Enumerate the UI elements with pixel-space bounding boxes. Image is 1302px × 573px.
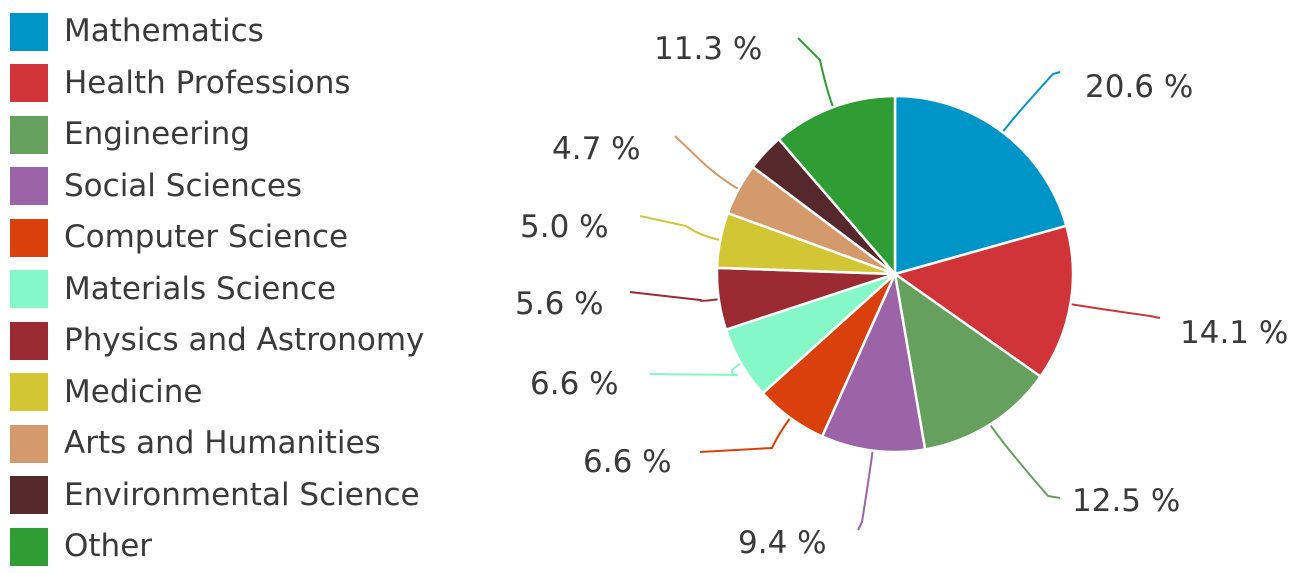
legend-label: Materials Science — [64, 270, 337, 307]
legend-swatch — [10, 476, 48, 515]
leader-line — [857, 448, 874, 531]
leader-line — [1068, 302, 1161, 319]
leader-line — [639, 215, 723, 242]
legend-swatch — [10, 115, 48, 154]
data-label: 11.3 % — [654, 31, 762, 67]
legend-item: Mathematics — [10, 6, 470, 58]
pie-slice — [893, 224, 1075, 378]
legend-swatch — [10, 321, 48, 360]
legend-item: Arts and Humanities — [10, 418, 470, 470]
legend-item: Other — [10, 521, 470, 573]
data-label: 20.6 % — [1085, 69, 1193, 105]
data-label: 5.6 % — [515, 286, 604, 322]
legend-item: Medicine — [10, 367, 470, 419]
leader-line — [988, 422, 1061, 499]
data-label: 9.4 % — [738, 525, 827, 561]
legend: Mathematics Health Professions Engineering… — [10, 6, 470, 573]
leader-line — [699, 415, 793, 453]
data-label: 12.5 % — [1072, 483, 1180, 519]
legend-item: Materials Science — [10, 264, 470, 316]
pie-slice — [820, 272, 927, 454]
leader-line — [674, 135, 741, 191]
legend-swatch — [10, 424, 48, 463]
legend-swatch — [10, 12, 48, 51]
legend-swatch — [10, 270, 48, 309]
pie-slice — [893, 272, 1042, 451]
legend-label: Engineering — [64, 116, 250, 153]
data-label: 6.6 % — [530, 366, 619, 402]
leader-line — [1000, 71, 1061, 135]
legend-item: Social Sciences — [10, 161, 470, 213]
legend-label: Environmental Science — [64, 476, 420, 513]
legend-label: Social Sciences — [64, 167, 303, 204]
pie-slice — [777, 94, 897, 276]
legend-item: Computer Science — [10, 212, 470, 264]
data-label: 6.6 % — [583, 444, 672, 480]
pie-slice — [893, 94, 1068, 276]
legend-label: Physics and Astronomy — [64, 322, 425, 359]
data-label: 4.7 % — [552, 131, 641, 167]
leader-line — [629, 291, 721, 302]
legend-swatch — [10, 373, 48, 412]
legend-swatch — [10, 167, 48, 206]
legend-item: Physics and Astronomy — [10, 315, 470, 367]
legend-label: Health Professions — [64, 64, 351, 101]
leader-line — [797, 37, 835, 110]
legend-label: Computer Science — [64, 219, 349, 256]
legend-item: Health Professions — [10, 58, 470, 110]
legend-item: Engineering — [10, 109, 470, 161]
legend-swatch — [10, 218, 48, 257]
legend-swatch — [10, 64, 48, 103]
data-label: 14.1 % — [1180, 315, 1288, 351]
legend-label: Arts and Humanities — [64, 425, 381, 462]
legend-item: Environmental Science — [10, 470, 470, 522]
data-label: 5.0 % — [520, 209, 609, 245]
leader-line — [649, 361, 744, 376]
legend-label: Other — [64, 528, 153, 565]
legend-label: Mathematics — [64, 13, 264, 50]
legend-label: Medicine — [64, 373, 203, 410]
legend-swatch — [10, 527, 48, 566]
